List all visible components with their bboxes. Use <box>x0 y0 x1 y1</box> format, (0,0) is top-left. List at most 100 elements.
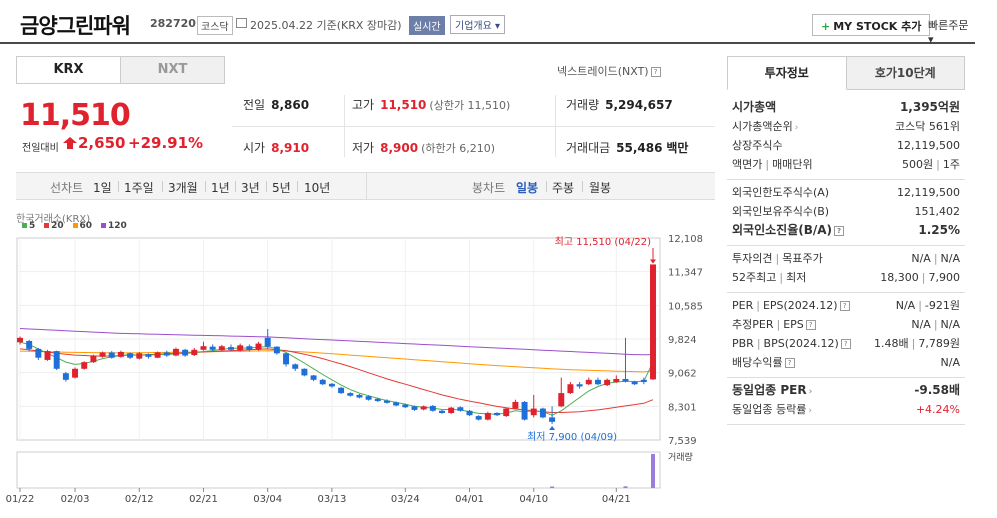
info-label: 상장주식수 <box>732 136 783 155</box>
info-label: 52주최고 | 최저 <box>732 268 806 287</box>
x-tick-label: 02/21 <box>189 494 218 505</box>
candle-body <box>503 408 510 417</box>
tab-investment-info[interactable]: 투자정보 <box>727 56 847 90</box>
info-row: 52주최고 | 최저 18,300 | 7,900 <box>727 268 965 287</box>
info-value: 1.25% <box>918 221 960 240</box>
change-value: 2,650 <box>78 134 126 152</box>
line-chart-label[interactable]: 선차트 <box>50 181 84 195</box>
ma-legend-item[interactable]: 120 <box>100 221 127 231</box>
period-1d[interactable]: 1일 <box>93 181 112 195</box>
ma-legend-item[interactable]: 5 <box>22 221 35 231</box>
low-label: 저가 <box>352 141 375 155</box>
help-icon[interactable]: ? <box>784 358 795 368</box>
separator: | <box>921 271 926 284</box>
separator: | <box>756 299 760 312</box>
info-value-text: 1.48배 <box>874 337 909 350</box>
open-price: 시가 8,910 <box>243 139 309 156</box>
y-tick-label: 9,062 <box>668 369 697 380</box>
info-label-text: 동일업종 PER <box>732 383 807 397</box>
candle-body <box>512 401 519 409</box>
y-tick-label: 7,539 <box>668 436 697 447</box>
help-icon[interactable]: ? <box>834 226 845 236</box>
info-value: N/A <box>941 353 960 372</box>
candle-body <box>301 368 308 376</box>
info-value-text: 1.25% <box>918 223 960 237</box>
info-value: 1,395억원 <box>900 98 960 117</box>
chevron-down-icon: ▾ <box>928 33 934 46</box>
tab-nxt[interactable]: NXT <box>120 57 224 83</box>
up-arrow-icon <box>63 137 77 149</box>
candle-body <box>127 353 134 358</box>
period-3y[interactable]: 3년 <box>241 181 260 195</box>
info-label-text: 동일업종 등락률 <box>732 403 807 416</box>
help-icon[interactable]: ? <box>805 320 816 330</box>
ma-legend-item[interactable]: 20 <box>44 221 64 231</box>
candle-body <box>576 384 583 387</box>
separator: | <box>775 252 780 265</box>
candle-body <box>182 349 189 356</box>
info-label[interactable]: 동일업종 PER › <box>732 381 812 402</box>
mystock-add-button[interactable]: + MY STOCK 추가 <box>812 14 931 36</box>
info-value-text: 7,789원 <box>918 337 960 350</box>
candle-body <box>356 394 363 398</box>
candle-body <box>475 416 482 420</box>
prev-close-value: 8,860 <box>271 98 310 112</box>
volume-bar <box>623 486 628 488</box>
info-value: N/A | N/A <box>911 315 960 334</box>
price-chart[interactable]: 12,108 11,347 10,585 9,824 9,062 8,301 7,539 01… <box>0 230 716 518</box>
high-arrow-head <box>650 259 656 264</box>
candle-body <box>393 402 400 406</box>
info-row: 시가총액 1,395억원 <box>727 98 965 117</box>
help-icon[interactable]: ? <box>840 339 851 349</box>
separator <box>297 181 298 192</box>
candle-body <box>640 379 647 383</box>
company-info-dropdown[interactable]: 기업개요 ▾ <box>450 15 506 34</box>
ma60-label: 60 <box>79 221 93 231</box>
candle-body <box>35 348 42 358</box>
info-row: 상장주식수 12,119,500 <box>727 136 965 155</box>
ma-legend-item[interactable]: 60 <box>72 221 93 231</box>
help-icon[interactable]: ? <box>650 67 661 77</box>
y-tick-label: 9,824 <box>668 335 697 346</box>
period-10y[interactable]: 10년 <box>304 181 331 195</box>
help-icon[interactable]: ? <box>839 301 850 311</box>
candle-body <box>383 400 390 403</box>
info-row: 외국인보유주식수(B) 151,402 <box>727 202 965 221</box>
info-value-text: N/A <box>940 318 960 331</box>
info-value-text: 1,395억원 <box>899 100 960 114</box>
info-value-text: -921원 <box>924 299 960 312</box>
info-value-text: -9.58배 <box>914 383 960 397</box>
period-3m[interactable]: 3개월 <box>168 181 198 195</box>
high-value: 11,510 <box>380 98 427 112</box>
candle-body <box>374 398 381 402</box>
candle-body <box>604 379 611 386</box>
info-value-text: N/A <box>940 356 960 369</box>
chevron-right-icon: › <box>794 123 799 133</box>
separator <box>546 181 547 192</box>
ma5-label: 5 <box>29 221 36 231</box>
info-label-text: 외국인보유주식수(B) <box>732 205 830 218</box>
info-label[interactable]: 동일업종 등락률 › <box>732 400 812 421</box>
separator: | <box>765 158 770 171</box>
x-tick-label: 03/24 <box>391 494 420 505</box>
lower-limit: (하한가 6,210) <box>421 142 495 155</box>
current-price: 11,510 <box>20 98 131 133</box>
period-1y[interactable]: 1년 <box>211 181 230 195</box>
candle-chart-label[interactable]: 봉차트 <box>472 181 506 195</box>
chart-period-bar: 선차트 1일 1주일 3개월 1년 3년 5년 10년 봉차트 일봉 주봉 월봉 <box>16 172 715 200</box>
tab-orderbook[interactable]: 호가10단계 <box>846 56 965 90</box>
candle-body <box>237 345 244 351</box>
candle-body <box>17 337 23 343</box>
realtime-badge[interactable]: 실시간 <box>409 16 445 35</box>
period-daily[interactable]: 일봉 <box>516 181 539 195</box>
info-row: 추정PER | EPS? N/A | N/A <box>727 315 965 334</box>
tab-krx[interactable]: KRX <box>17 57 120 83</box>
mystock-label: MY STOCK 추가 <box>833 20 922 33</box>
info-label-text: 목표주가 <box>782 252 823 265</box>
period-weekly[interactable]: 주봉 <box>552 181 575 195</box>
quick-order-button[interactable]: 빠른주문 ▾ <box>928 17 975 46</box>
period-1w[interactable]: 1주일 <box>124 181 154 195</box>
info-label[interactable]: 시가총액순위 › <box>732 117 798 138</box>
period-5y[interactable]: 5년 <box>272 181 291 195</box>
period-monthly[interactable]: 월봉 <box>589 181 612 195</box>
